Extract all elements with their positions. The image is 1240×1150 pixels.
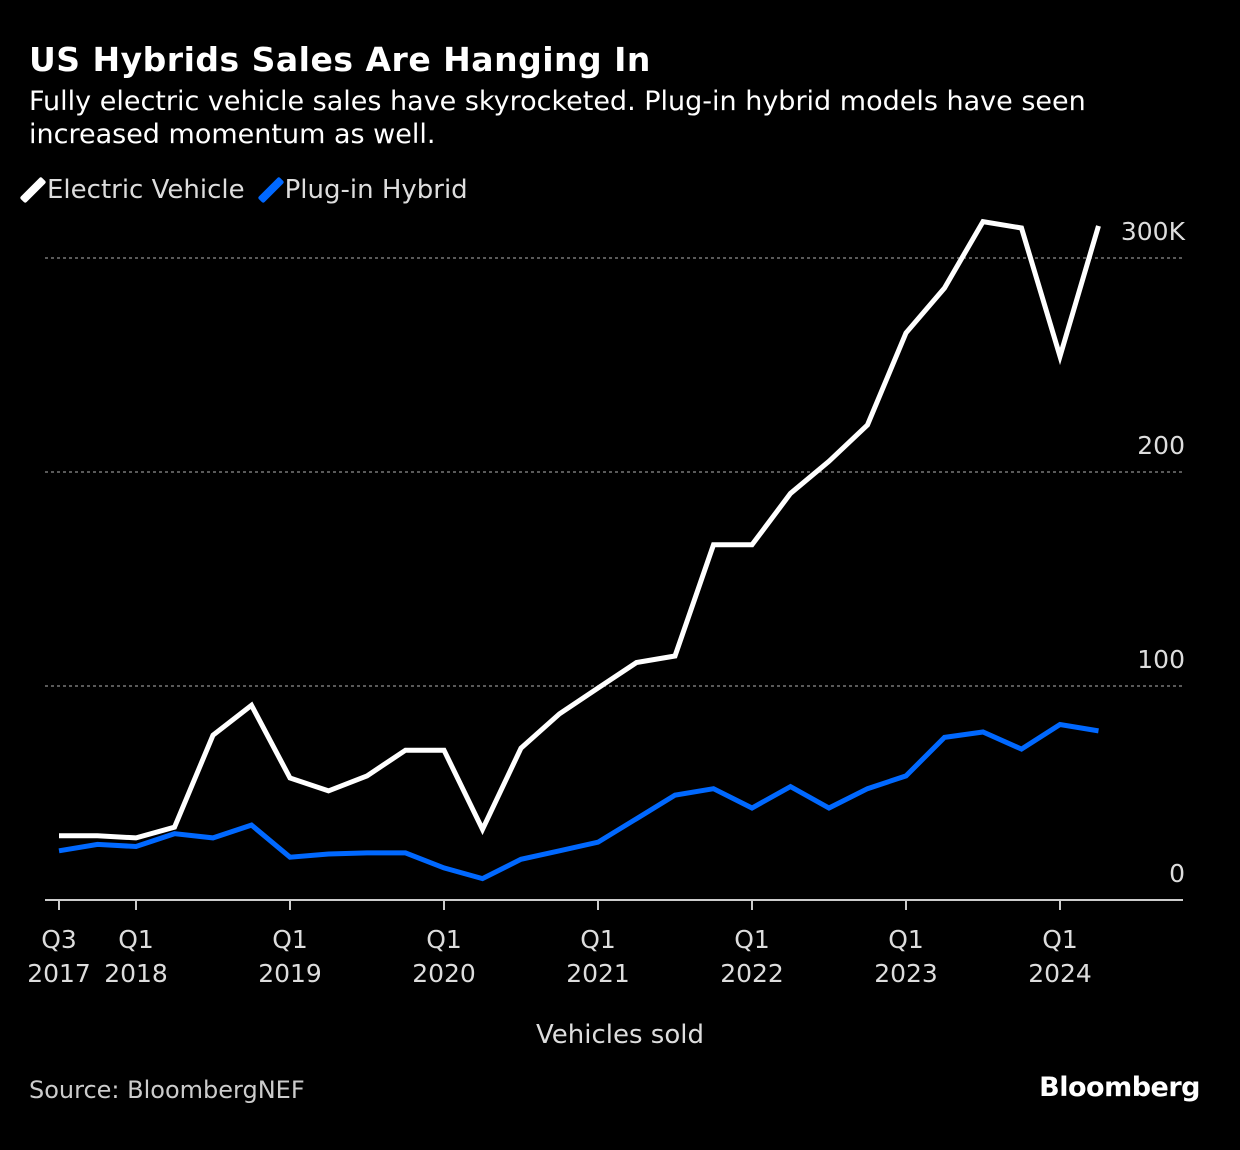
- legend-item-phev: Plug-in Hybrid: [257, 175, 468, 205]
- legend-label-ev: Electric Vehicle: [47, 175, 245, 205]
- x-tick-label-year: 2017: [27, 959, 91, 988]
- series-line-electric-vehicle: [59, 218, 1101, 841]
- x-tick-label-year: 2021: [566, 959, 630, 988]
- y-tick-label: 200: [1137, 431, 1185, 460]
- x-tick-label-year: 2019: [258, 959, 322, 988]
- chart-title: US Hybrids Sales Are Hanging In: [29, 40, 651, 79]
- x-tick-label-quarter: Q3: [41, 925, 77, 954]
- x-axis-label: Vehicles sold: [536, 1020, 704, 1050]
- y-tick-label: 300K: [1121, 217, 1186, 246]
- x-tick-label-quarter: Q1: [272, 925, 308, 954]
- x-tick-label-year: 2018: [104, 959, 168, 988]
- x-tick-label-year: 2022: [720, 959, 784, 988]
- y-tick-label: 100: [1137, 645, 1185, 674]
- x-tick-label-quarter: Q1: [580, 925, 616, 954]
- legend-item-ev: Electric Vehicle: [19, 175, 245, 205]
- x-tick-label-quarter: Q1: [1042, 925, 1078, 954]
- x-tick-label-quarter: Q1: [888, 925, 924, 954]
- x-tick-label-quarter: Q1: [426, 925, 462, 954]
- x-tick-label-year: 2024: [1028, 959, 1092, 988]
- source-note: Source: BloombergNEF: [29, 1076, 305, 1104]
- series-line-plug-in-hybrid: [58, 721, 1099, 882]
- x-tick-label-year: 2023: [874, 959, 938, 988]
- x-tick-label-quarter: Q1: [118, 925, 154, 954]
- y-tick-label: 0: [1169, 859, 1185, 888]
- x-tick-label-year: 2020: [412, 959, 476, 988]
- legend-label-phev: Plug-in Hybrid: [284, 175, 468, 205]
- chart-subtitle: Fully electric vehicle sales have skyroc…: [29, 86, 1086, 150]
- x-tick-label-quarter: Q1: [734, 925, 770, 954]
- legend: Electric Vehicle Plug-in Hybrid: [19, 175, 468, 205]
- bloomberg-logo: Bloomberg: [1039, 1072, 1200, 1103]
